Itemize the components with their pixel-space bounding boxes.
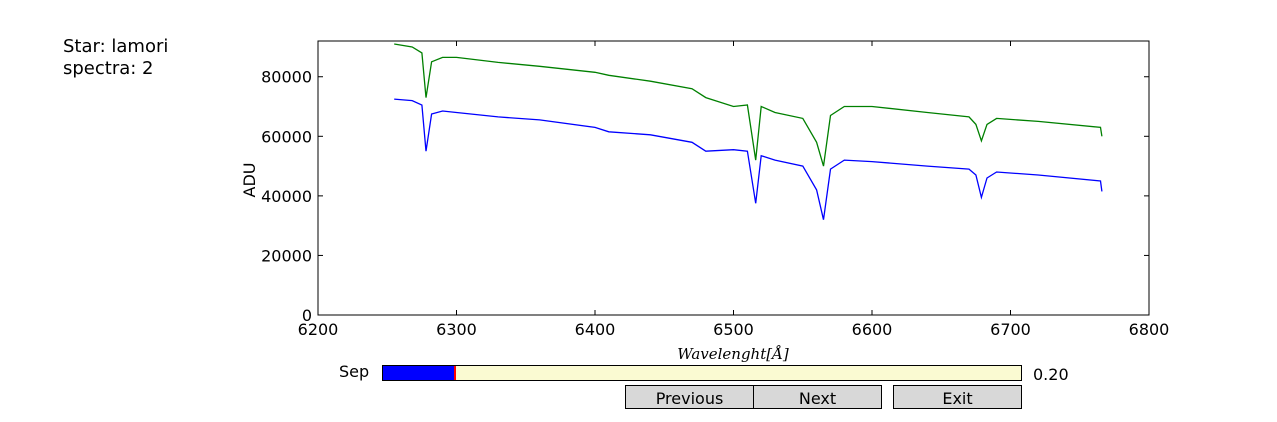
y-tick-label: 0	[302, 306, 312, 325]
x-tick-label: 6300	[436, 320, 477, 339]
spectrum-line-1	[394, 43, 1103, 167]
sep-slider-fill	[383, 366, 455, 380]
x-axis-label: Wavelenght[Å]	[677, 345, 789, 363]
star-name-label: Star: lamori	[63, 36, 169, 57]
y-tick-label: 80000	[261, 68, 312, 87]
y-axis-ticks: 0 20000 40000 60000 80000	[261, 68, 1149, 325]
next-button[interactable]: Next	[753, 385, 882, 409]
spectrum-line-2	[394, 98, 1103, 220]
sep-slider-handle[interactable]	[454, 366, 457, 380]
x-axis-ticks: 6200 6300 6400 6500 6600 6700 6800	[298, 41, 1170, 339]
exit-button[interactable]: Exit	[893, 385, 1022, 409]
x-tick-label: 6600	[852, 320, 893, 339]
y-tick-label: 40000	[261, 187, 312, 206]
y-tick-label: 60000	[261, 127, 312, 146]
sep-slider[interactable]	[382, 365, 1022, 381]
x-tick-label: 6800	[1129, 320, 1170, 339]
spectra-count-label: spectra: 2	[63, 58, 154, 79]
plot-area	[317, 40, 1150, 316]
x-tick-label: 6200	[298, 320, 339, 339]
sep-slider-label: Sep	[339, 362, 370, 381]
star-info: Star: lamori spectra: 2	[63, 36, 168, 80]
series-lines	[394, 43, 1103, 220]
y-axis-label: ADU	[240, 163, 259, 198]
x-tick-label: 6700	[990, 320, 1031, 339]
previous-button[interactable]: Previous	[625, 385, 754, 409]
sep-slider-value: 0.20	[1033, 365, 1069, 384]
x-tick-label: 6400	[575, 320, 616, 339]
y-tick-label: 20000	[261, 246, 312, 265]
x-tick-label: 6500	[713, 320, 754, 339]
